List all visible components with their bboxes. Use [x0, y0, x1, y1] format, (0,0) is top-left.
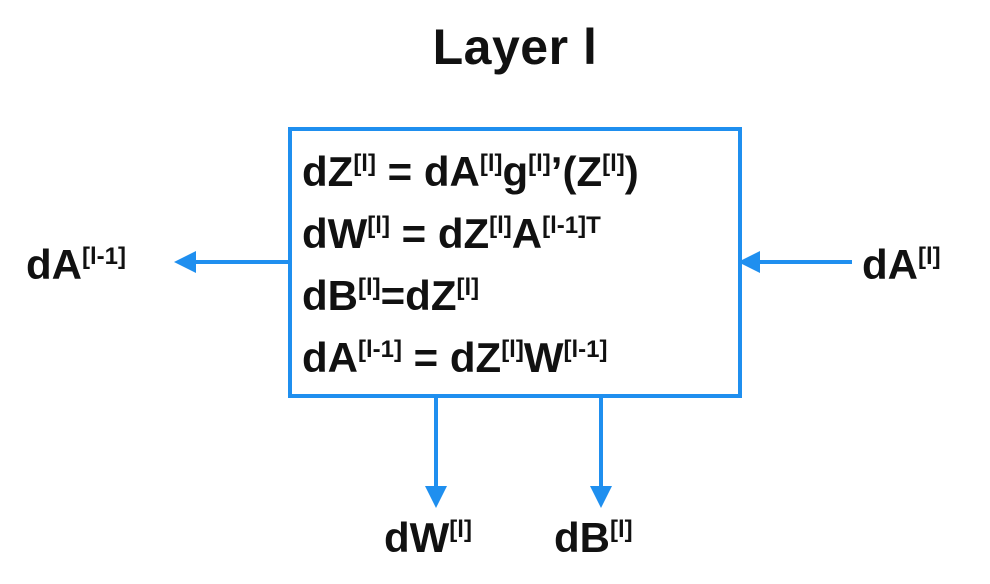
superscript: [l] — [918, 243, 941, 270]
text-run: dB — [302, 272, 358, 319]
title-index: l — [582, 19, 598, 75]
superscript: [l-1]T — [542, 212, 601, 239]
superscript: [l] — [610, 516, 633, 543]
text-run: = dZ — [389, 210, 490, 257]
label-da-current: dA[l] — [862, 244, 941, 286]
text-run: = dZ — [402, 334, 502, 381]
superscript: [l-1] — [563, 336, 608, 363]
superscript: [l] — [479, 150, 503, 177]
text-run: W — [523, 334, 564, 381]
text-run: ) — [624, 148, 639, 195]
equation-db: dB[l]=dZ[l] — [302, 275, 479, 317]
superscript: [l] — [456, 274, 480, 301]
text-run: dA — [862, 241, 918, 288]
title-main: Layer — [432, 19, 583, 75]
text-run: dW — [384, 514, 450, 561]
superscript: [l] — [367, 212, 390, 239]
superscript: [l] — [358, 274, 381, 301]
arrow-out-left-head — [174, 251, 196, 273]
superscript: [l-1] — [358, 336, 402, 363]
text-run: ’(Z — [550, 148, 603, 195]
text-run: = dA — [375, 148, 480, 195]
arrow-in-right-head — [738, 251, 760, 273]
equation-dw: dW[l] = dZ[l]A[l-1]T — [302, 213, 601, 255]
equation-dz: dZ[l] = dA[l]g[l]’(Z[l]) — [302, 151, 639, 193]
text-run: dA — [302, 334, 358, 381]
text-run: dZ — [302, 148, 354, 195]
superscript: [l] — [501, 336, 524, 363]
superscript: [l] — [449, 516, 472, 543]
text-run: dW — [302, 210, 368, 257]
text-run: A — [511, 210, 543, 257]
label-dw-output: dW[l] — [384, 517, 472, 559]
arrow-down-dw-head — [425, 486, 447, 508]
superscript: [l] — [353, 150, 376, 177]
text-run: =dZ — [380, 272, 457, 319]
superscript: [l] — [489, 212, 512, 239]
equation-da: dA[l-1] = dZ[l]W[l-1] — [302, 337, 608, 379]
label-da-prev: dA[l-1] — [26, 244, 126, 286]
superscript: [l] — [528, 150, 551, 177]
superscript: [l-1] — [82, 243, 126, 270]
label-db-output: dB[l] — [554, 517, 633, 559]
text-run: dA — [26, 241, 82, 288]
text-run: dB — [554, 514, 610, 561]
text-run: g — [502, 148, 529, 195]
diagram-title: Layer l — [0, 18, 990, 76]
arrow-down-db-head — [590, 486, 612, 508]
superscript: [l] — [602, 150, 625, 177]
